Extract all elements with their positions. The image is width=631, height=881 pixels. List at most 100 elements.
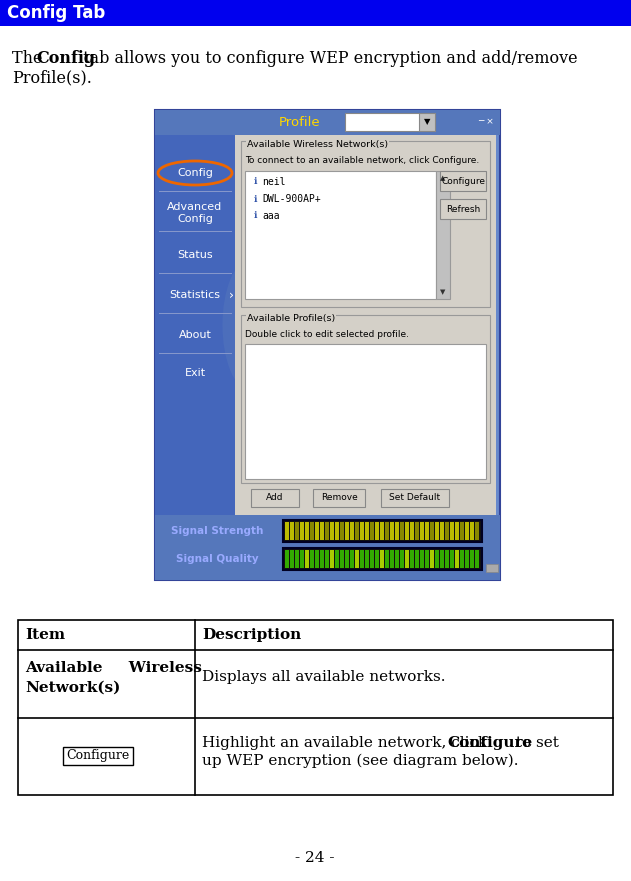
FancyBboxPatch shape [365,522,369,540]
FancyBboxPatch shape [63,747,133,765]
FancyBboxPatch shape [400,522,404,540]
FancyBboxPatch shape [300,550,304,568]
FancyBboxPatch shape [440,550,444,568]
FancyBboxPatch shape [325,522,329,540]
Text: Signal Quality: Signal Quality [175,554,258,564]
FancyBboxPatch shape [320,550,324,568]
Text: The: The [12,50,47,67]
FancyBboxPatch shape [385,550,389,568]
Text: Remove: Remove [321,493,357,502]
FancyBboxPatch shape [486,564,498,572]
FancyBboxPatch shape [283,548,482,570]
FancyBboxPatch shape [285,522,289,540]
FancyBboxPatch shape [245,171,436,299]
Text: Network(s): Network(s) [25,681,121,695]
FancyBboxPatch shape [310,550,314,568]
FancyBboxPatch shape [440,171,486,191]
FancyBboxPatch shape [370,522,374,540]
Text: Configure: Configure [441,176,485,186]
FancyBboxPatch shape [241,315,490,483]
FancyBboxPatch shape [155,135,235,515]
Text: Available     Wireless: Available Wireless [25,661,202,675]
FancyBboxPatch shape [340,522,344,540]
FancyBboxPatch shape [436,171,450,299]
Text: Description: Description [202,628,301,642]
FancyBboxPatch shape [345,550,349,568]
FancyBboxPatch shape [475,522,479,540]
Text: Status: Status [177,250,213,260]
FancyBboxPatch shape [245,344,486,479]
FancyBboxPatch shape [375,550,379,568]
FancyBboxPatch shape [325,550,329,568]
Text: ─ ×: ─ × [478,117,494,127]
FancyBboxPatch shape [455,550,459,568]
FancyBboxPatch shape [435,550,439,568]
Text: Available Wireless Network(s): Available Wireless Network(s) [247,140,388,149]
FancyBboxPatch shape [395,522,399,540]
FancyBboxPatch shape [155,110,500,580]
FancyBboxPatch shape [345,113,435,131]
FancyBboxPatch shape [415,522,419,540]
FancyBboxPatch shape [465,522,469,540]
FancyBboxPatch shape [365,550,369,568]
FancyBboxPatch shape [410,522,414,540]
FancyBboxPatch shape [335,550,339,568]
Text: To connect to an available network, click Configure.: To connect to an available network, clic… [245,156,480,165]
FancyBboxPatch shape [340,550,344,568]
FancyBboxPatch shape [440,522,444,540]
FancyBboxPatch shape [251,489,299,507]
Text: tab allows you to configure WEP encryption and add/remove: tab allows you to configure WEP encrypti… [78,50,577,67]
FancyBboxPatch shape [381,489,449,507]
FancyBboxPatch shape [290,522,294,540]
Text: to set: to set [511,736,559,750]
FancyBboxPatch shape [241,141,490,307]
FancyBboxPatch shape [385,522,389,540]
FancyBboxPatch shape [320,522,324,540]
Text: ℹ: ℹ [253,177,257,187]
Text: Config Tab: Config Tab [7,4,105,22]
FancyBboxPatch shape [435,522,439,540]
Text: Available Profile(s): Available Profile(s) [247,314,335,323]
FancyBboxPatch shape [335,522,339,540]
FancyBboxPatch shape [285,550,289,568]
FancyBboxPatch shape [420,522,424,540]
FancyBboxPatch shape [155,110,500,135]
FancyBboxPatch shape [360,550,364,568]
Text: ℹ: ℹ [253,211,257,220]
Text: Highlight an available network, click: Highlight an available network, click [202,736,492,750]
FancyBboxPatch shape [310,522,314,540]
FancyBboxPatch shape [430,550,434,568]
FancyBboxPatch shape [305,550,309,568]
FancyBboxPatch shape [465,550,469,568]
FancyBboxPatch shape [475,550,479,568]
FancyBboxPatch shape [450,550,454,568]
FancyBboxPatch shape [375,522,379,540]
FancyBboxPatch shape [430,522,434,540]
FancyBboxPatch shape [283,520,482,542]
FancyBboxPatch shape [315,550,319,568]
FancyBboxPatch shape [305,522,309,540]
Text: ℹ: ℹ [253,195,257,204]
FancyBboxPatch shape [350,550,354,568]
FancyBboxPatch shape [415,550,419,568]
FancyBboxPatch shape [470,550,474,568]
FancyBboxPatch shape [330,550,334,568]
Text: DWL-900AP+: DWL-900AP+ [262,194,321,204]
Text: Add: Add [266,493,284,502]
FancyBboxPatch shape [450,522,454,540]
Text: neil: neil [262,177,285,187]
Text: Refresh: Refresh [446,204,480,213]
FancyBboxPatch shape [360,522,364,540]
FancyBboxPatch shape [0,0,631,26]
Text: ▲: ▲ [440,175,445,181]
Text: About: About [179,330,211,340]
FancyBboxPatch shape [455,522,459,540]
FancyBboxPatch shape [300,522,304,540]
FancyBboxPatch shape [390,550,394,568]
FancyBboxPatch shape [313,489,365,507]
FancyBboxPatch shape [405,522,409,540]
FancyBboxPatch shape [290,550,294,568]
Text: Config: Config [36,50,95,67]
FancyBboxPatch shape [155,515,500,580]
Text: Double click to edit selected profile.: Double click to edit selected profile. [245,330,409,339]
